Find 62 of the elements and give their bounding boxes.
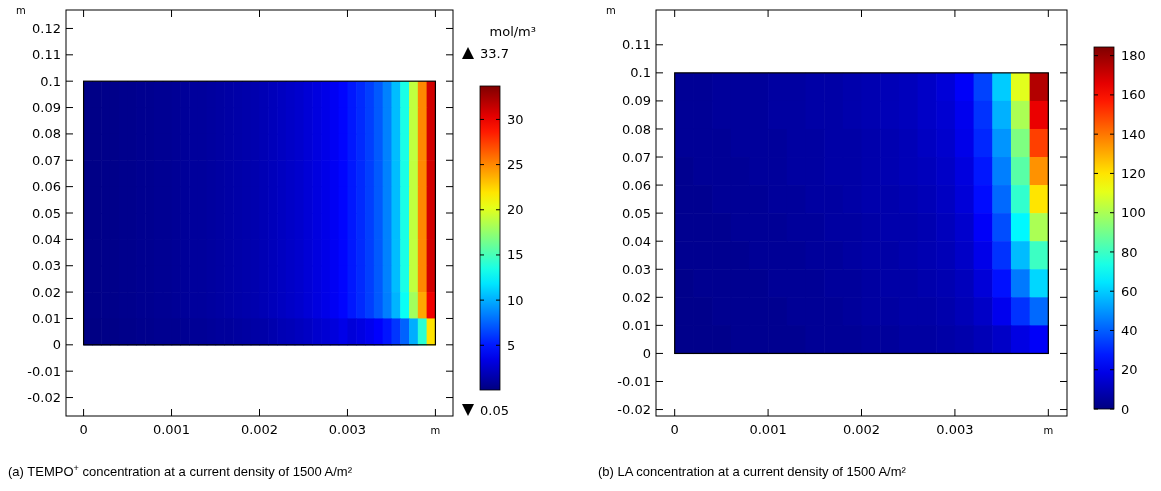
y-tick-label: 0.02 bbox=[32, 284, 61, 300]
y-tick-label: 0.06 bbox=[32, 179, 61, 195]
y-axis-title: m bbox=[16, 5, 26, 16]
x-tick-label: 0 bbox=[79, 422, 88, 437]
color-bar-label: 5 bbox=[507, 337, 516, 353]
y-tick-label: 0 bbox=[52, 337, 61, 353]
color-bar-label: 10 bbox=[507, 292, 524, 308]
x-tick-label: 0.001 bbox=[749, 422, 787, 437]
x-tick-label: 0.003 bbox=[328, 422, 367, 437]
color-bar-label: 30 bbox=[507, 111, 524, 127]
x-tick-label: 0 bbox=[670, 422, 679, 437]
x-axis-title: m bbox=[1043, 425, 1054, 436]
color-bar-label: 20 bbox=[1121, 362, 1138, 378]
color-bar-label: 100 bbox=[1121, 205, 1146, 221]
y-tick-label: 0.12 bbox=[32, 21, 61, 36]
x-tick-label: 0.002 bbox=[240, 422, 279, 437]
y-tick-label: 0.09 bbox=[622, 93, 651, 109]
y-tick-label: 0.03 bbox=[622, 261, 651, 277]
color-bar-label: 180 bbox=[1121, 48, 1146, 64]
color-bar-label: 60 bbox=[1121, 283, 1138, 299]
y-tick-label: 0 bbox=[642, 345, 651, 361]
y-tick-label: 0.01 bbox=[622, 317, 651, 333]
color-bar-label: 20 bbox=[507, 202, 524, 218]
y-tick-label: 0.01 bbox=[32, 311, 61, 326]
y-tick-label: 0.06 bbox=[622, 177, 651, 193]
y-tick-label: -0.02 bbox=[617, 402, 651, 418]
y-tick-label: 0.1 bbox=[630, 65, 651, 81]
y-tick-label: 0.07 bbox=[32, 152, 61, 168]
y-axis-title: m bbox=[606, 5, 616, 16]
color-bar-label: 140 bbox=[1121, 126, 1146, 142]
text: 33.7 bbox=[480, 45, 509, 61]
y-tick-label: 0.04 bbox=[32, 231, 61, 247]
y-tick-label: -0.01 bbox=[617, 374, 651, 390]
y-tick-label: -0.02 bbox=[27, 390, 61, 406]
color-bar-label: 15 bbox=[507, 247, 524, 263]
y-tick-label: -0.01 bbox=[27, 363, 61, 379]
y-tick-label: 0.1 bbox=[40, 73, 61, 89]
color-bar-label: 160 bbox=[1121, 87, 1146, 103]
y-tick-label: 0.05 bbox=[32, 205, 61, 221]
y-tick-label: 0.11 bbox=[622, 37, 651, 53]
y-tick-label: 0.04 bbox=[622, 233, 651, 249]
y-tick-label: 0.05 bbox=[622, 205, 651, 221]
y-tick-label: 0.08 bbox=[622, 121, 651, 137]
color-bar-label: 80 bbox=[1121, 244, 1138, 260]
text: (b) LA concentration at a current density of 1500 A/m² bbox=[598, 464, 907, 479]
y-tick-label: 0.07 bbox=[622, 149, 651, 165]
y-tick-label: 0.08 bbox=[32, 126, 61, 142]
color-bar-label: 40 bbox=[1121, 323, 1138, 339]
y-tick-label: 0.09 bbox=[32, 100, 61, 116]
y-tick-label: 0.02 bbox=[622, 289, 651, 305]
x-axis-title: m bbox=[430, 425, 441, 436]
x-tick-label: 0.002 bbox=[842, 422, 881, 437]
text: 0.05 bbox=[480, 402, 509, 418]
y-tick-label: 0.03 bbox=[32, 258, 61, 274]
text: (a) TEMPO$^{+}$ concentration at a current density of 1500 A/m² bbox=[8, 463, 353, 479]
color-bar-label: 120 bbox=[1121, 165, 1146, 181]
y-tick-label: 0.11 bbox=[32, 47, 61, 63]
x-tick-label: 0.001 bbox=[152, 422, 191, 437]
color-bar-label: 25 bbox=[507, 157, 524, 173]
color-bar-title: mol/m³ bbox=[489, 24, 536, 39]
x-tick-label: 0.003 bbox=[936, 422, 974, 437]
color-bar-label: 0 bbox=[1121, 401, 1130, 417]
